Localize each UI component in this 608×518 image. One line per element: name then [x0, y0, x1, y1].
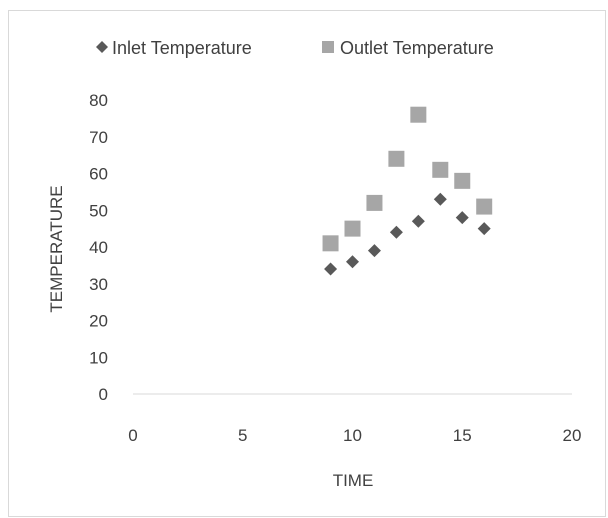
- y-tick-labels: 0 10 20 30 40 50 60 70 80: [89, 91, 108, 404]
- data-point: [322, 235, 339, 252]
- data-point: [476, 198, 493, 215]
- chart-frame: [8, 10, 606, 517]
- legend: Inlet Temperature Outlet Temperature: [96, 38, 494, 58]
- x-tick-label: 0: [128, 426, 137, 445]
- data-point: [477, 222, 491, 236]
- y-tick-label: 40: [89, 238, 108, 257]
- data-point: [366, 194, 383, 211]
- y-tick-label: 30: [89, 275, 108, 294]
- legend-label-inlet: Inlet Temperature: [112, 38, 252, 58]
- series-outlet: [322, 106, 493, 252]
- legend-label-outlet: Outlet Temperature: [340, 38, 494, 58]
- legend-marker-inlet: [96, 41, 108, 53]
- data-point: [388, 150, 405, 167]
- data-point: [410, 106, 427, 123]
- x-tick-label: 20: [563, 426, 582, 445]
- y-tick-label: 50: [89, 201, 108, 220]
- x-tick-labels: 0 5 10 15 20: [128, 426, 581, 445]
- data-point: [432, 161, 449, 178]
- data-point: [455, 211, 469, 225]
- data-point: [454, 172, 471, 189]
- data-point: [411, 214, 425, 228]
- y-tick-label: 60: [89, 165, 108, 184]
- x-tick-label: 15: [453, 426, 472, 445]
- x-tick-label: 10: [343, 426, 362, 445]
- x-tick-label: 5: [238, 426, 247, 445]
- y-tick-label: 10: [89, 348, 108, 367]
- y-tick-label: 0: [99, 385, 108, 404]
- y-tick-label: 70: [89, 128, 108, 147]
- series-layer: [322, 106, 493, 276]
- legend-marker-outlet: [322, 41, 334, 53]
- legend-item-outlet: Outlet Temperature: [322, 38, 494, 58]
- data-point: [346, 255, 359, 269]
- x-axis-title: TIME: [333, 471, 374, 490]
- data-point: [344, 220, 361, 237]
- legend-item-inlet: Inlet Temperature: [96, 38, 252, 58]
- y-axis-title: TEMPERATURE: [47, 185, 66, 312]
- y-tick-label: 20: [89, 312, 108, 331]
- data-point: [367, 244, 381, 258]
- y-tick-label: 80: [89, 91, 108, 110]
- data-point: [389, 225, 403, 239]
- data-point: [433, 192, 447, 206]
- data-point: [324, 262, 338, 276]
- series-inlet: [324, 192, 491, 276]
